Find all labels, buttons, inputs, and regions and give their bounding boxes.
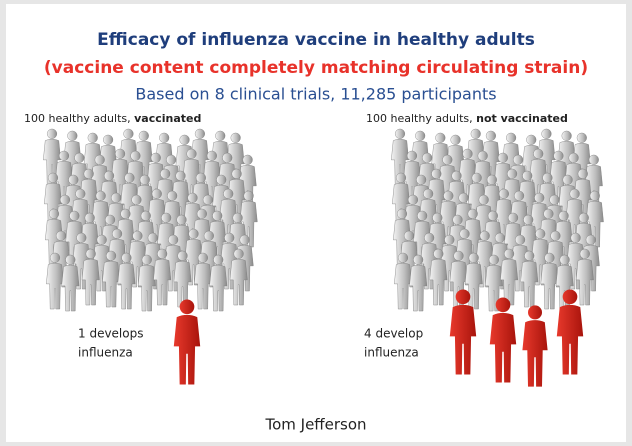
credit: Tom Jefferson — [264, 416, 366, 434]
title: Efficacy of influenza vaccine in healthy… — [97, 30, 535, 50]
outcome: influenza — [78, 346, 133, 360]
label-bold: vaccinated — [134, 112, 201, 125]
outcome: 1 develops — [78, 327, 143, 341]
label: 100 healthy adults, — [366, 112, 476, 125]
infographic: Efficacy of influenza vaccine in healthy… — [0, 0, 632, 446]
label: 100 healthy adults, — [24, 112, 134, 125]
group-label: 100 healthy adults, not vaccinated — [366, 112, 568, 125]
label-bold: not vaccinated — [476, 112, 568, 125]
page: Efficacy of influenza vaccine in healthy… — [0, 0, 632, 446]
group-label: 100 healthy adults, vaccinated — [24, 112, 201, 125]
subtitle: (vaccine content completely matching cir… — [44, 58, 588, 78]
outcome: 4 develop — [364, 327, 423, 341]
outcome: influenza — [364, 346, 419, 360]
subtitle-2: Based on 8 clinical trials, 11,285 parti… — [135, 85, 496, 104]
